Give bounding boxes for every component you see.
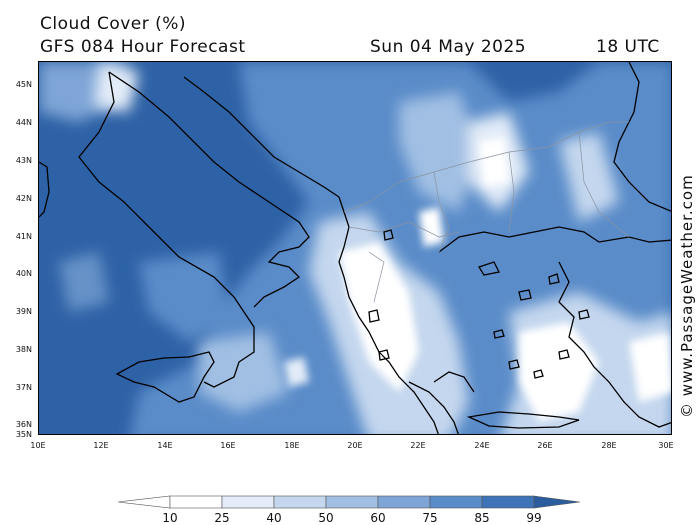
colorbar-label: 85 <box>474 511 490 525</box>
lat-label: 44N <box>15 118 32 127</box>
lon-label: 20E <box>347 441 363 450</box>
lat-label: 45N <box>15 80 32 89</box>
lon-label: 30E <box>658 441 674 450</box>
black-sea-coast <box>613 62 671 212</box>
forecast-time: 18 UTC <box>596 37 660 57</box>
colorbar-arrow-low <box>118 495 171 509</box>
lon-label: 18E <box>284 441 300 450</box>
lat-label: 38N <box>15 345 32 354</box>
colorbar-swatch <box>377 495 431 509</box>
lat-label: 35N <box>15 430 32 439</box>
map-canvas <box>39 62 671 434</box>
italy-east-coast <box>108 71 310 308</box>
map-title: Cloud Cover (%) <box>40 14 187 34</box>
colorbar-label: 25 <box>214 511 230 525</box>
colorbar-swatch <box>221 495 275 509</box>
colorbar-swatch <box>273 495 327 509</box>
coastlines <box>39 62 671 434</box>
forecast-date: Sun 04 May 2025 <box>370 37 527 57</box>
ionian-islands <box>368 229 394 361</box>
lat-label: 39N <box>15 307 32 316</box>
lat-label: 41N <box>15 232 32 241</box>
lon-label: 26E <box>537 441 553 450</box>
colorbar-arrow-high <box>533 495 580 509</box>
colorbar-label: 10 <box>162 511 178 525</box>
sardinia <box>39 161 50 218</box>
lat-label: 43N <box>15 156 32 165</box>
greece-west-coast <box>338 261 439 434</box>
aegean-north-coast <box>438 226 671 253</box>
cloud-cover-map[interactable] <box>38 61 672 435</box>
colorbar-label: 50 <box>318 511 334 525</box>
colorbar-label: 60 <box>370 511 386 525</box>
colorbar-swatch <box>429 495 483 509</box>
aegean-islands <box>478 261 590 379</box>
lon-label: 10E <box>30 441 46 450</box>
lat-label: 36N <box>15 420 32 429</box>
colorbar-label: 99 <box>526 511 542 525</box>
lat-label: 40N <box>15 269 32 278</box>
lat-label: 42N <box>15 194 32 203</box>
lon-label: 22E <box>410 441 426 450</box>
lon-label: 12E <box>93 441 109 450</box>
colorbar-swatch <box>325 495 379 509</box>
forecast-subtitle: GFS 084 Hour Forecast <box>40 37 246 57</box>
lon-label: 24E <box>474 441 490 450</box>
colorbar-label: 40 <box>266 511 282 525</box>
lon-label: 16E <box>220 441 236 450</box>
colorbar-label: 75 <box>422 511 438 525</box>
dalmatian-coast <box>183 76 350 263</box>
lon-label: 28E <box>601 441 617 450</box>
italy-west-coast <box>78 71 255 388</box>
colorbar-swatch <box>169 495 223 509</box>
sicily <box>115 351 215 403</box>
lon-label: 14E <box>157 441 173 450</box>
colorbar-swatch <box>481 495 535 509</box>
credit-text: © www.PassageWeather.com <box>678 174 696 418</box>
country-borders <box>343 121 630 303</box>
peloponnese <box>408 371 475 434</box>
colorbar <box>118 495 580 509</box>
turkey-west-coast <box>558 261 671 428</box>
lat-label: 37N <box>15 383 32 392</box>
crete <box>466 411 580 429</box>
